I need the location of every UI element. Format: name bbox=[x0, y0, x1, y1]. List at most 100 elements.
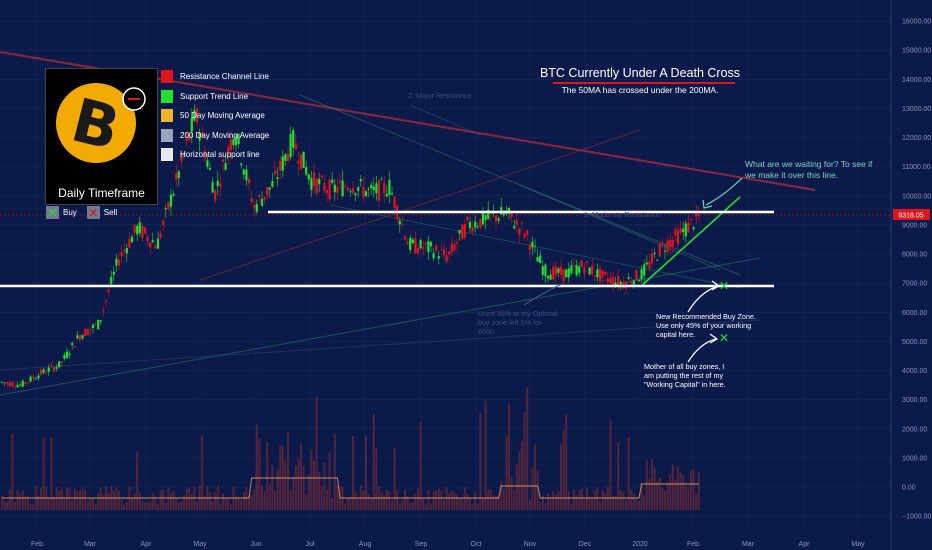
volume-bar bbox=[188, 487, 191, 510]
candle-body bbox=[489, 213, 492, 215]
candle-body bbox=[617, 275, 620, 287]
candle-body bbox=[289, 134, 292, 158]
volume-bar bbox=[690, 470, 692, 510]
volume-bar bbox=[336, 485, 339, 510]
candle-body bbox=[247, 178, 251, 184]
candle-body bbox=[559, 266, 563, 275]
candle-body bbox=[136, 225, 139, 235]
volume-bar bbox=[297, 458, 300, 510]
candle-body bbox=[112, 271, 115, 275]
candle-body bbox=[380, 179, 383, 181]
candle-body bbox=[331, 179, 334, 183]
volume-bar bbox=[552, 491, 555, 510]
candle-body bbox=[487, 209, 490, 220]
candle-body bbox=[221, 159, 225, 162]
volume-bar bbox=[547, 493, 549, 510]
arrow-mother bbox=[687, 338, 717, 363]
candle-body bbox=[341, 180, 344, 197]
volume-bar bbox=[643, 495, 646, 510]
volume-bar bbox=[214, 491, 217, 510]
candle-body bbox=[169, 194, 173, 207]
volume-bar bbox=[375, 447, 378, 510]
candle-body bbox=[115, 258, 118, 266]
volume-bar bbox=[219, 503, 222, 510]
arrow-mother-head bbox=[709, 333, 719, 344]
annotation-line: buy zone left 5% for bbox=[478, 318, 542, 327]
candle-body bbox=[281, 156, 284, 171]
candle-body bbox=[635, 269, 638, 280]
volume-bar bbox=[370, 498, 373, 510]
volume-bar bbox=[599, 501, 601, 510]
x-tick-label: May bbox=[851, 541, 865, 548]
volume-bar bbox=[190, 493, 193, 510]
volume-bar bbox=[648, 478, 651, 510]
volume-bar bbox=[151, 493, 154, 510]
candle-body bbox=[128, 238, 131, 248]
volume-bar bbox=[645, 459, 648, 510]
volume-bar bbox=[53, 497, 55, 510]
volume-bar bbox=[692, 469, 695, 510]
candle-body bbox=[97, 320, 100, 330]
candle-body bbox=[455, 242, 459, 244]
volume-bar bbox=[154, 496, 157, 510]
candle-body bbox=[536, 257, 539, 262]
volume-bar bbox=[276, 468, 279, 510]
candle-body bbox=[398, 220, 401, 225]
candle-body bbox=[338, 180, 342, 183]
candle-body bbox=[697, 214, 700, 216]
candle-body bbox=[401, 223, 404, 225]
volume-bar bbox=[42, 437, 45, 510]
candle-body bbox=[151, 240, 154, 243]
annotation-line: capital here. bbox=[656, 330, 695, 339]
candle-body bbox=[614, 282, 617, 287]
candle-body bbox=[182, 153, 186, 155]
volume-bar bbox=[612, 496, 614, 510]
current-price-badge bbox=[893, 209, 930, 220]
candle-body bbox=[497, 218, 500, 221]
candle-body bbox=[242, 169, 245, 175]
candle-body bbox=[102, 309, 105, 311]
candle-body bbox=[523, 233, 526, 238]
x-tick-label: Feb bbox=[31, 541, 43, 548]
volume-bar bbox=[66, 487, 68, 510]
volume-bar bbox=[29, 504, 32, 510]
volume-bar bbox=[521, 441, 523, 510]
candle-body bbox=[419, 239, 422, 249]
arrow-waiting bbox=[705, 177, 743, 206]
volume-bar bbox=[6, 501, 9, 510]
candle-body bbox=[50, 365, 53, 366]
legend-item-200ma: 200 Day Moving Average bbox=[161, 126, 269, 146]
volume-bar bbox=[167, 487, 170, 510]
volume-bar bbox=[625, 499, 627, 510]
candle-body bbox=[349, 191, 352, 193]
volume-bar bbox=[175, 498, 178, 510]
legend-label: Horizontal support line bbox=[180, 150, 260, 160]
volume-bar bbox=[47, 497, 50, 510]
volume-bar bbox=[497, 495, 500, 510]
y-tick-label: 6000.00 bbox=[902, 310, 927, 317]
volume-bar bbox=[224, 499, 227, 510]
candle-body bbox=[435, 245, 438, 251]
candle-body bbox=[63, 354, 66, 359]
candle-body bbox=[359, 179, 362, 182]
candle-body bbox=[518, 228, 521, 236]
candle-body bbox=[596, 269, 599, 278]
candle-body bbox=[284, 154, 287, 161]
volume-bar bbox=[565, 414, 568, 510]
volume-bar bbox=[144, 502, 146, 510]
candle-body bbox=[250, 198, 253, 203]
annotation-line: New Recommended Buy Zone. bbox=[656, 312, 756, 321]
candle-body bbox=[162, 220, 165, 226]
arrow-new-buy-head bbox=[711, 280, 721, 291]
volume-bar bbox=[427, 490, 430, 510]
volume-bar bbox=[479, 413, 482, 510]
volume-bar bbox=[471, 504, 474, 510]
volume-bar bbox=[622, 492, 625, 510]
x-tick-label: Jun bbox=[250, 541, 261, 548]
volume-bar bbox=[430, 503, 432, 510]
y-tick-label: 4000.00 bbox=[902, 368, 927, 375]
volume-bar bbox=[417, 488, 419, 510]
candle-body bbox=[627, 277, 630, 279]
volume-bar bbox=[544, 503, 547, 510]
candle-body bbox=[492, 212, 495, 214]
